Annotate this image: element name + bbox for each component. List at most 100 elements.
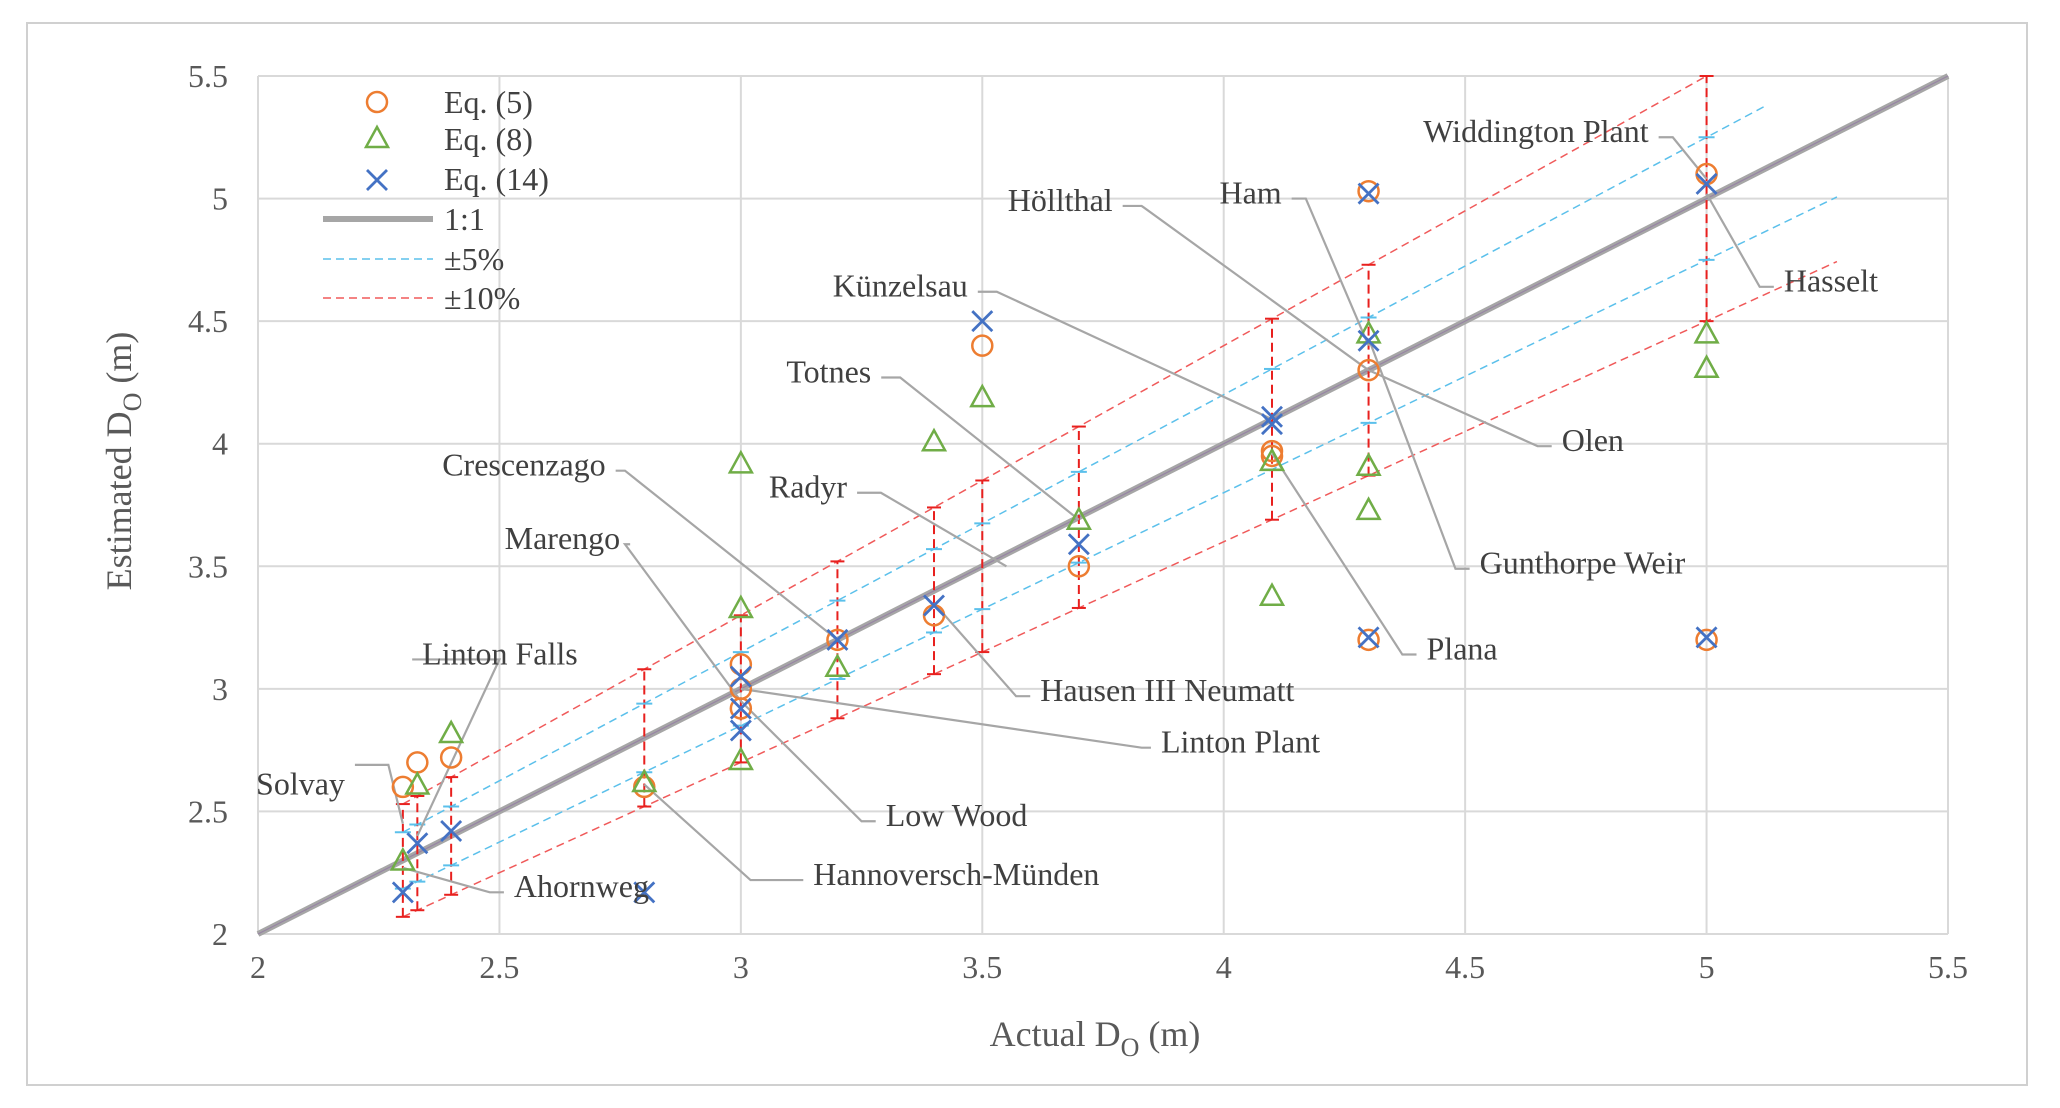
y-axis-title: Estimated DO (m) (99, 332, 147, 591)
one-to-one-center-line (257, 75, 1949, 935)
annotation-leader (354, 763, 404, 824)
annotation-leader (881, 376, 1080, 521)
x-tick-label: 4.5 (1445, 949, 1485, 985)
legend-eq8-label: Eq. (8) (444, 121, 533, 157)
reference-bands (256, 73, 1950, 937)
legend-one-to-one-label: 1:1 (444, 201, 485, 237)
x-tick-label: 3.5 (962, 949, 1002, 985)
annotation-label: Marengo (505, 520, 621, 556)
point-eq8 (1065, 506, 1092, 530)
point-eq5 (439, 746, 463, 769)
point-eq8 (389, 846, 416, 871)
point-eq8 (1258, 447, 1286, 472)
point-eq14 (406, 832, 429, 855)
annotation-label: Radyr (769, 469, 848, 505)
legend-item-eq14: Eq. (14) (366, 161, 549, 197)
annotation-leader (412, 658, 502, 837)
point-eq5 (391, 775, 415, 799)
annotation-label: Totnes (786, 353, 871, 389)
point-eq8 (727, 746, 754, 771)
y-tick-label: 2 (212, 916, 228, 952)
point-eq5 (729, 653, 753, 676)
point-eq8 (438, 719, 465, 744)
annotation-leader (622, 543, 742, 702)
annotation-label: Olen (1562, 422, 1624, 458)
point-eq5 (826, 628, 849, 652)
data-points (389, 162, 1720, 904)
point-eq14 (729, 719, 752, 742)
point-eq14 (391, 881, 414, 904)
point-eq8 (1258, 582, 1286, 606)
annotation-label: Gunthorpe Weir (1480, 545, 1686, 581)
y-tick-label: 3 (212, 671, 228, 707)
annotation-leader (1658, 136, 1708, 180)
annotation-label: Ham (1219, 174, 1281, 210)
point-eq14 (1357, 182, 1380, 205)
point-eq5 (971, 334, 994, 357)
point-eq14 (826, 628, 849, 651)
annotation-leader (740, 687, 1151, 749)
annotation-leader (643, 783, 804, 882)
annotation-leader (1368, 369, 1552, 448)
annotation-label: Solvay (256, 765, 345, 801)
y-tick-label: 5.5 (188, 58, 228, 94)
annotation-leader (1367, 337, 1470, 570)
point-eq14 (1357, 329, 1380, 352)
x-tick-label: 2 (250, 949, 266, 985)
point-eq5 (1357, 179, 1380, 203)
point-eq14 (1357, 626, 1380, 649)
x-tick-label: 5.5 (1928, 949, 1968, 985)
legend-eq5-label: Eq. (5) (444, 84, 533, 120)
legend-eq14-label: Eq. (14) (444, 161, 549, 197)
point-eq8 (1693, 319, 1720, 344)
annotation-label: Ahornweg (514, 868, 649, 904)
annotation-label: Hannoversch-Münden (813, 856, 1099, 892)
annotation-leader (1705, 193, 1774, 288)
point-eq8 (1693, 354, 1720, 378)
point-eq8 (727, 594, 754, 619)
point-eq5 (1260, 444, 1284, 468)
annotation-leader (933, 602, 1031, 698)
point-eq14 (1067, 533, 1090, 556)
point-eq8 (1355, 496, 1382, 521)
x-tick-label: 4 (1216, 949, 1232, 985)
legend-eq5-marker (365, 90, 389, 114)
legend-eq8-marker (363, 124, 391, 149)
x-tick-label: 3 (733, 949, 749, 985)
annotation-leader (740, 700, 876, 823)
legend-item-band10: ±10% (323, 280, 520, 316)
legend-item-band5: ±5% (323, 241, 504, 277)
band-plus-10 (402, 75, 1707, 805)
point-eq5 (1357, 358, 1380, 382)
legend: Eq. (5) Eq. (8) Eq. (14) 1:1 ±5% ±10% (323, 84, 549, 316)
legend-item-eq8: Eq. (8) (363, 121, 533, 157)
point-eq14 (633, 881, 656, 904)
point-eq14 (729, 697, 752, 720)
annotation-leader (1291, 197, 1370, 347)
point-eq14 (971, 310, 994, 333)
annotation-label: Low Wood (886, 797, 1028, 833)
point-eq8 (920, 427, 948, 452)
x-tick-label: 2.5 (479, 949, 519, 985)
y-tick-label: 2.5 (188, 793, 228, 829)
legend-item-one-to-one: 1:1 (323, 201, 485, 237)
annotation-label: Plana (1427, 630, 1498, 666)
annotation-label: Hasselt (1784, 263, 1878, 299)
point-eq5 (406, 751, 429, 774)
point-eq8 (404, 770, 431, 795)
point-eq14 (1261, 413, 1283, 436)
annotation-leader (1271, 452, 1417, 656)
annotation-label: Crescenzago (442, 447, 605, 483)
error-bars (394, 75, 1715, 918)
annotation-label: Linton Plant (1161, 724, 1320, 760)
point-eq8 (631, 768, 658, 793)
point-eq8 (727, 449, 754, 474)
annotation-label: Künzelsau (833, 268, 968, 304)
point-eq8 (969, 383, 996, 408)
annotation-label: Linton Falls (422, 635, 578, 671)
y-tick-label: 4 (212, 426, 228, 462)
point-eq5 (1357, 628, 1380, 652)
point-eq5 (1695, 628, 1718, 652)
point-eq14 (729, 665, 752, 688)
x-tick-label: 5 (1699, 949, 1715, 985)
